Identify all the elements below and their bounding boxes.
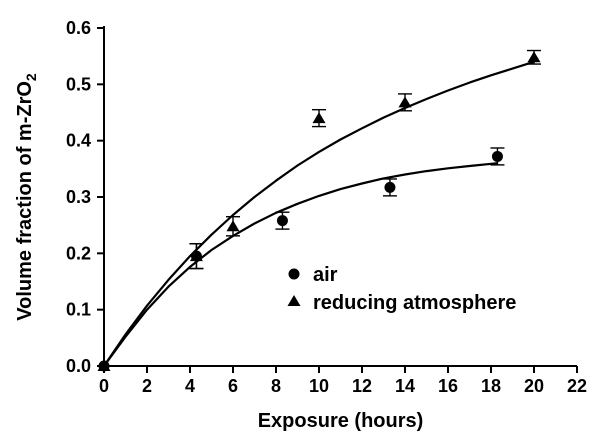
- data-markers: [97, 51, 541, 372]
- y-tick-label: 0.1: [66, 300, 91, 320]
- y-tick-label: 0.6: [66, 18, 91, 38]
- y-tick-label: 0.3: [66, 187, 91, 207]
- x-tick-label: 18: [481, 376, 501, 396]
- y-tick-label: 0.5: [66, 74, 91, 94]
- legend-marker-air: [288, 268, 300, 280]
- y-tick-label: 0.4: [66, 131, 91, 151]
- y-axis-title-main: Volume fraction of m-ZrO: [14, 81, 36, 321]
- x-tick-label: 10: [309, 376, 329, 396]
- plot-frame: [103, 26, 577, 367]
- x-tick-label: 22: [567, 376, 587, 396]
- data-point-reducing-atmosphere: [97, 360, 111, 371]
- data-point-reducing-atmosphere: [312, 112, 326, 124]
- fit-curves: [103, 60, 535, 367]
- data-point-air: [491, 150, 503, 162]
- data-point-reducing-atmosphere: [398, 96, 412, 108]
- x-tick-label: 20: [524, 376, 544, 396]
- legend-label-air: air: [313, 264, 338, 286]
- data-point-reducing-atmosphere: [226, 220, 240, 232]
- x-tick-label: 6: [228, 376, 238, 396]
- x-tick-label: 0: [99, 376, 109, 396]
- fit-curve-air: [103, 162, 498, 367]
- data-point-air: [276, 215, 288, 227]
- x-tick-label: 14: [395, 376, 415, 396]
- y-ticks: 0.0 0.1 0.2 0.3 0.4 0.5 0.6: [66, 18, 104, 376]
- x-axis-title: Exposure (hours): [258, 410, 424, 432]
- data-point-reducing-atmosphere: [527, 51, 541, 63]
- x-ticks: 0 2 4 6 8 10 12 14 16 18 20 22: [99, 366, 587, 396]
- legend-label-reducing-atmosphere: reducing atmosphere: [313, 292, 516, 314]
- legend-marker-reducing-atmosphere: [287, 295, 301, 306]
- y-axis-title: Volume fraction of m-ZrO2: [14, 73, 39, 321]
- x-tick-label: 16: [438, 376, 458, 396]
- data-point-reducing-atmosphere: [189, 250, 203, 262]
- y-axis-title-subscript: 2: [23, 73, 39, 81]
- x-tick-label: 2: [142, 376, 152, 396]
- y-tick-label: 0.2: [66, 243, 91, 263]
- x-tick-label: 8: [271, 376, 281, 396]
- fit-curve-reducing-atmosphere: [103, 60, 535, 367]
- legend: air reducing atmosphere: [287, 264, 516, 314]
- x-tick-label: 4: [185, 376, 195, 396]
- data-point-air: [384, 181, 396, 193]
- x-tick-label: 12: [352, 376, 372, 396]
- error-bars: [189, 49, 541, 270]
- y-tick-label: 0.0: [66, 356, 91, 376]
